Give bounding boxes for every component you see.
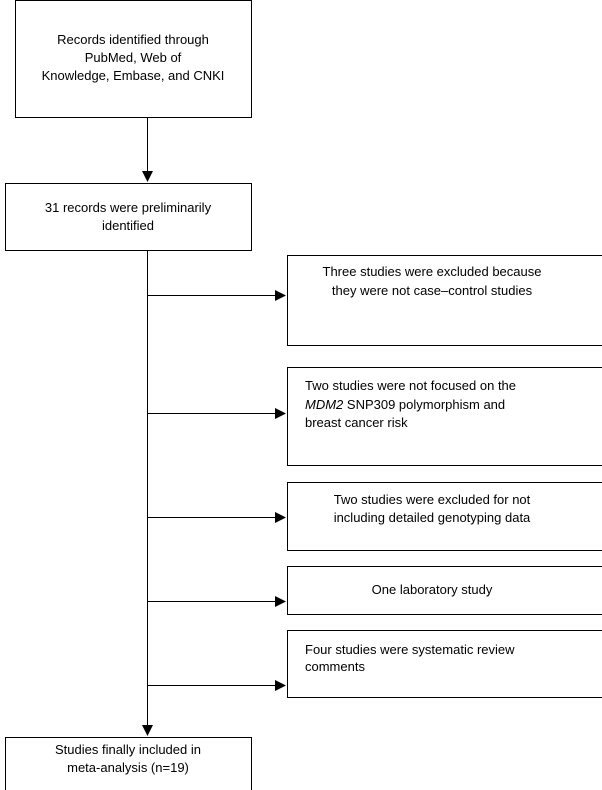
box	[287, 482, 602, 551]
node-text: Two studies were not focused on the	[305, 378, 516, 393]
node-text: they were not case–control studies	[332, 283, 533, 298]
node-text: breast cancer risk	[305, 415, 408, 430]
node-text-italic: MDM2	[305, 397, 344, 412]
node-text: Studies finally included in	[55, 742, 201, 757]
box	[5, 183, 252, 251]
node-text: comments	[305, 659, 365, 674]
box	[287, 367, 602, 466]
node-text: Knowledge, Embase, and CNKI	[42, 68, 225, 83]
box	[287, 566, 602, 615]
arrowhead	[142, 725, 153, 736]
node-text: Four studies were systematic review	[305, 642, 515, 657]
node-text: Two studies were excluded for not	[334, 492, 531, 507]
box	[287, 630, 602, 698]
box	[5, 737, 252, 790]
node-text: 31 records were preliminarily	[45, 200, 212, 215]
node-text: including detailed genotyping data	[334, 510, 531, 525]
box	[287, 255, 602, 346]
node-text: meta-analysis (n=19)	[67, 760, 189, 775]
branch-arrows	[147, 290, 286, 691]
node-text: Records identified through	[57, 32, 209, 47]
node-text: MDM2 SNP309 polymorphism and	[305, 397, 505, 412]
node-text: SNP309 polymorphism and	[343, 397, 505, 412]
node-text: identified	[102, 218, 154, 233]
node-text: PubMed, Web of	[85, 50, 182, 65]
box	[15, 0, 252, 118]
arrowhead	[142, 171, 153, 182]
node-text: Three studies were excluded because	[323, 264, 542, 279]
node-text: One laboratory study	[372, 582, 493, 597]
